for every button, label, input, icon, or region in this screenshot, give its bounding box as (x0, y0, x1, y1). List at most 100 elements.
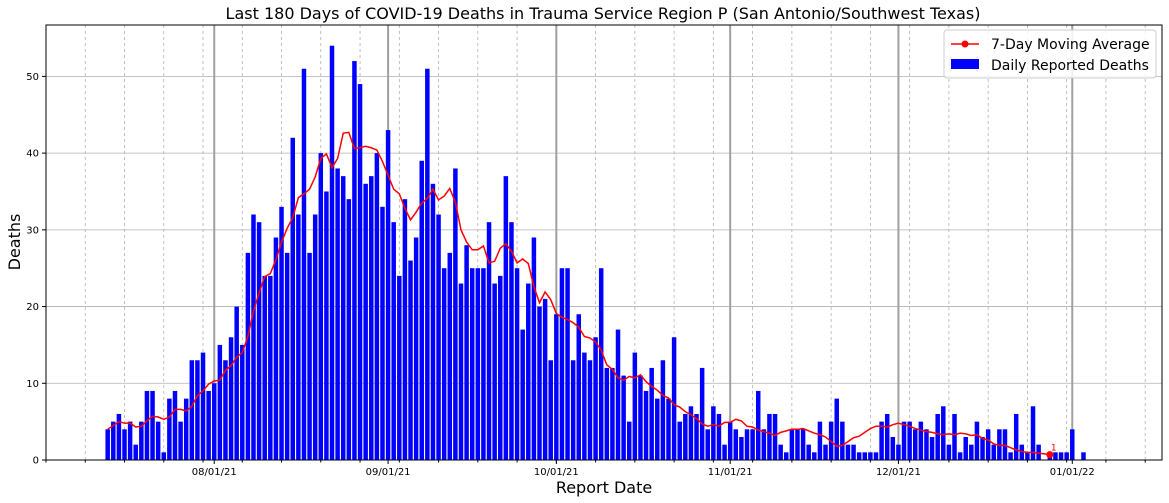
y-axis-label: Deaths (5, 214, 24, 271)
daily-deaths-bar (1013, 413, 1019, 460)
daily-deaths-bar (397, 275, 402, 460)
daily-deaths-bar (1036, 444, 1041, 460)
y-tick-label: 0 (33, 456, 39, 467)
daily-deaths-bar (155, 421, 161, 460)
daily-deaths-bar (1058, 452, 1064, 460)
daily-deaths-bar (531, 237, 537, 460)
daily-deaths-bar (217, 344, 223, 460)
daily-deaths-bar (357, 84, 363, 461)
daily-deaths-bar (554, 314, 559, 460)
daily-deaths-bar (228, 337, 234, 460)
daily-deaths-bar (929, 436, 935, 460)
daily-deaths-bar (845, 444, 851, 460)
daily-deaths-bar (251, 214, 256, 460)
daily-deaths-bar (946, 444, 952, 460)
daily-deaths-bar (800, 429, 806, 460)
daily-deaths-bar (907, 421, 912, 460)
daily-deaths-bar (1053, 452, 1058, 460)
y-tick-label: 20 (26, 302, 39, 313)
daily-deaths-bar (329, 45, 335, 460)
daily-deaths-bar (509, 222, 514, 460)
daily-deaths-bar (755, 390, 761, 460)
daily-deaths-bar (901, 421, 907, 460)
daily-deaths-bar (200, 352, 206, 460)
daily-deaths-bar (683, 413, 688, 460)
daily-deaths-bar (122, 429, 127, 460)
daily-deaths-bar (739, 436, 744, 460)
daily-deaths-bar (413, 237, 419, 460)
daily-deaths-bar (957, 452, 963, 460)
daily-deaths-bar (139, 421, 144, 460)
daily-deaths-bar (834, 398, 839, 460)
daily-deaths-bar (312, 214, 318, 460)
daily-deaths-bar (817, 421, 823, 460)
daily-deaths-bar (172, 390, 178, 460)
daily-deaths-bar (486, 222, 492, 460)
daily-deaths-bar (643, 390, 649, 460)
x-axis-label: Report Date (556, 478, 652, 497)
daily-deaths-bar (716, 413, 722, 460)
daily-deaths-bar (761, 429, 767, 460)
daily-deaths-bar (1081, 452, 1086, 460)
x-axis: 08/01/21 09/01/21 10/01/21 11/01/21 12/01/21… (45, 460, 1146, 478)
daily-deaths-bar (632, 352, 638, 460)
daily-deaths-bar (133, 444, 138, 460)
daily-deaths-bar (542, 298, 548, 460)
daily-deaths-bar (565, 268, 570, 460)
daily-deaths-bar (666, 398, 671, 460)
daily-deaths-bar (615, 329, 621, 460)
daily-deaths-bar (419, 160, 424, 461)
daily-deaths-bar (183, 398, 189, 460)
line-series-layer: 1 (107, 131, 1057, 459)
daily-deaths-bar (492, 283, 497, 460)
daily-deaths-bar (733, 429, 739, 460)
daily-deaths-bar (346, 199, 352, 460)
x-tick-label: 11/01/21 (708, 467, 753, 478)
daily-deaths-bar (301, 68, 307, 460)
daily-deaths-bar (795, 429, 800, 460)
daily-deaths-bar (380, 206, 385, 460)
last-point-marker (1046, 451, 1054, 459)
daily-deaths-bar (598, 268, 604, 460)
daily-deaths-bar (688, 406, 694, 460)
plot-frame (45, 24, 1163, 461)
daily-deaths-bar (677, 421, 682, 460)
daily-deaths-bar (963, 436, 968, 460)
daily-deaths-bar (273, 237, 279, 460)
daily-deaths-bar (363, 183, 368, 461)
daily-deaths-bar (268, 275, 273, 460)
daily-deaths-bar (638, 375, 643, 460)
daily-deaths-bar (705, 429, 710, 460)
daily-deaths-bar (1002, 429, 1008, 460)
legend-label-bars: Daily Reported Deaths (991, 58, 1149, 74)
daily-deaths-bar (408, 260, 413, 460)
daily-deaths-bar (178, 421, 183, 460)
daily-deaths-bar (189, 360, 195, 460)
daily-deaths-bar (374, 153, 380, 460)
legend-bar-swatch (951, 59, 979, 69)
daily-deaths-bar (868, 452, 873, 460)
last-point-label: 1 (1051, 444, 1057, 454)
daily-deaths-bar (694, 413, 699, 460)
daily-deaths-bar (161, 452, 167, 460)
daily-deaths-bar (941, 406, 946, 460)
daily-deaths-bar (245, 252, 251, 460)
x-tick-label: 12/01/21 (876, 467, 921, 478)
daily-deaths-bar (890, 436, 896, 460)
daily-deaths-bar (150, 390, 155, 460)
daily-deaths-bar (952, 413, 957, 460)
daily-deaths-bar (1064, 452, 1069, 460)
daily-deaths-bar (290, 137, 295, 460)
daily-deaths-bar (1025, 452, 1030, 460)
daily-deaths-bar (402, 199, 408, 460)
daily-deaths-bar (256, 222, 262, 460)
daily-deaths-bar (655, 398, 660, 460)
daily-deaths-bar (778, 444, 783, 460)
daily-deaths-bar (223, 360, 228, 460)
daily-deaths-bar (812, 452, 817, 460)
daily-deaths-bar (144, 390, 150, 460)
legend-box (943, 29, 1157, 79)
daily-deaths-bar (582, 352, 587, 460)
daily-deaths-bar (453, 168, 458, 460)
daily-deaths-bar (851, 444, 856, 460)
